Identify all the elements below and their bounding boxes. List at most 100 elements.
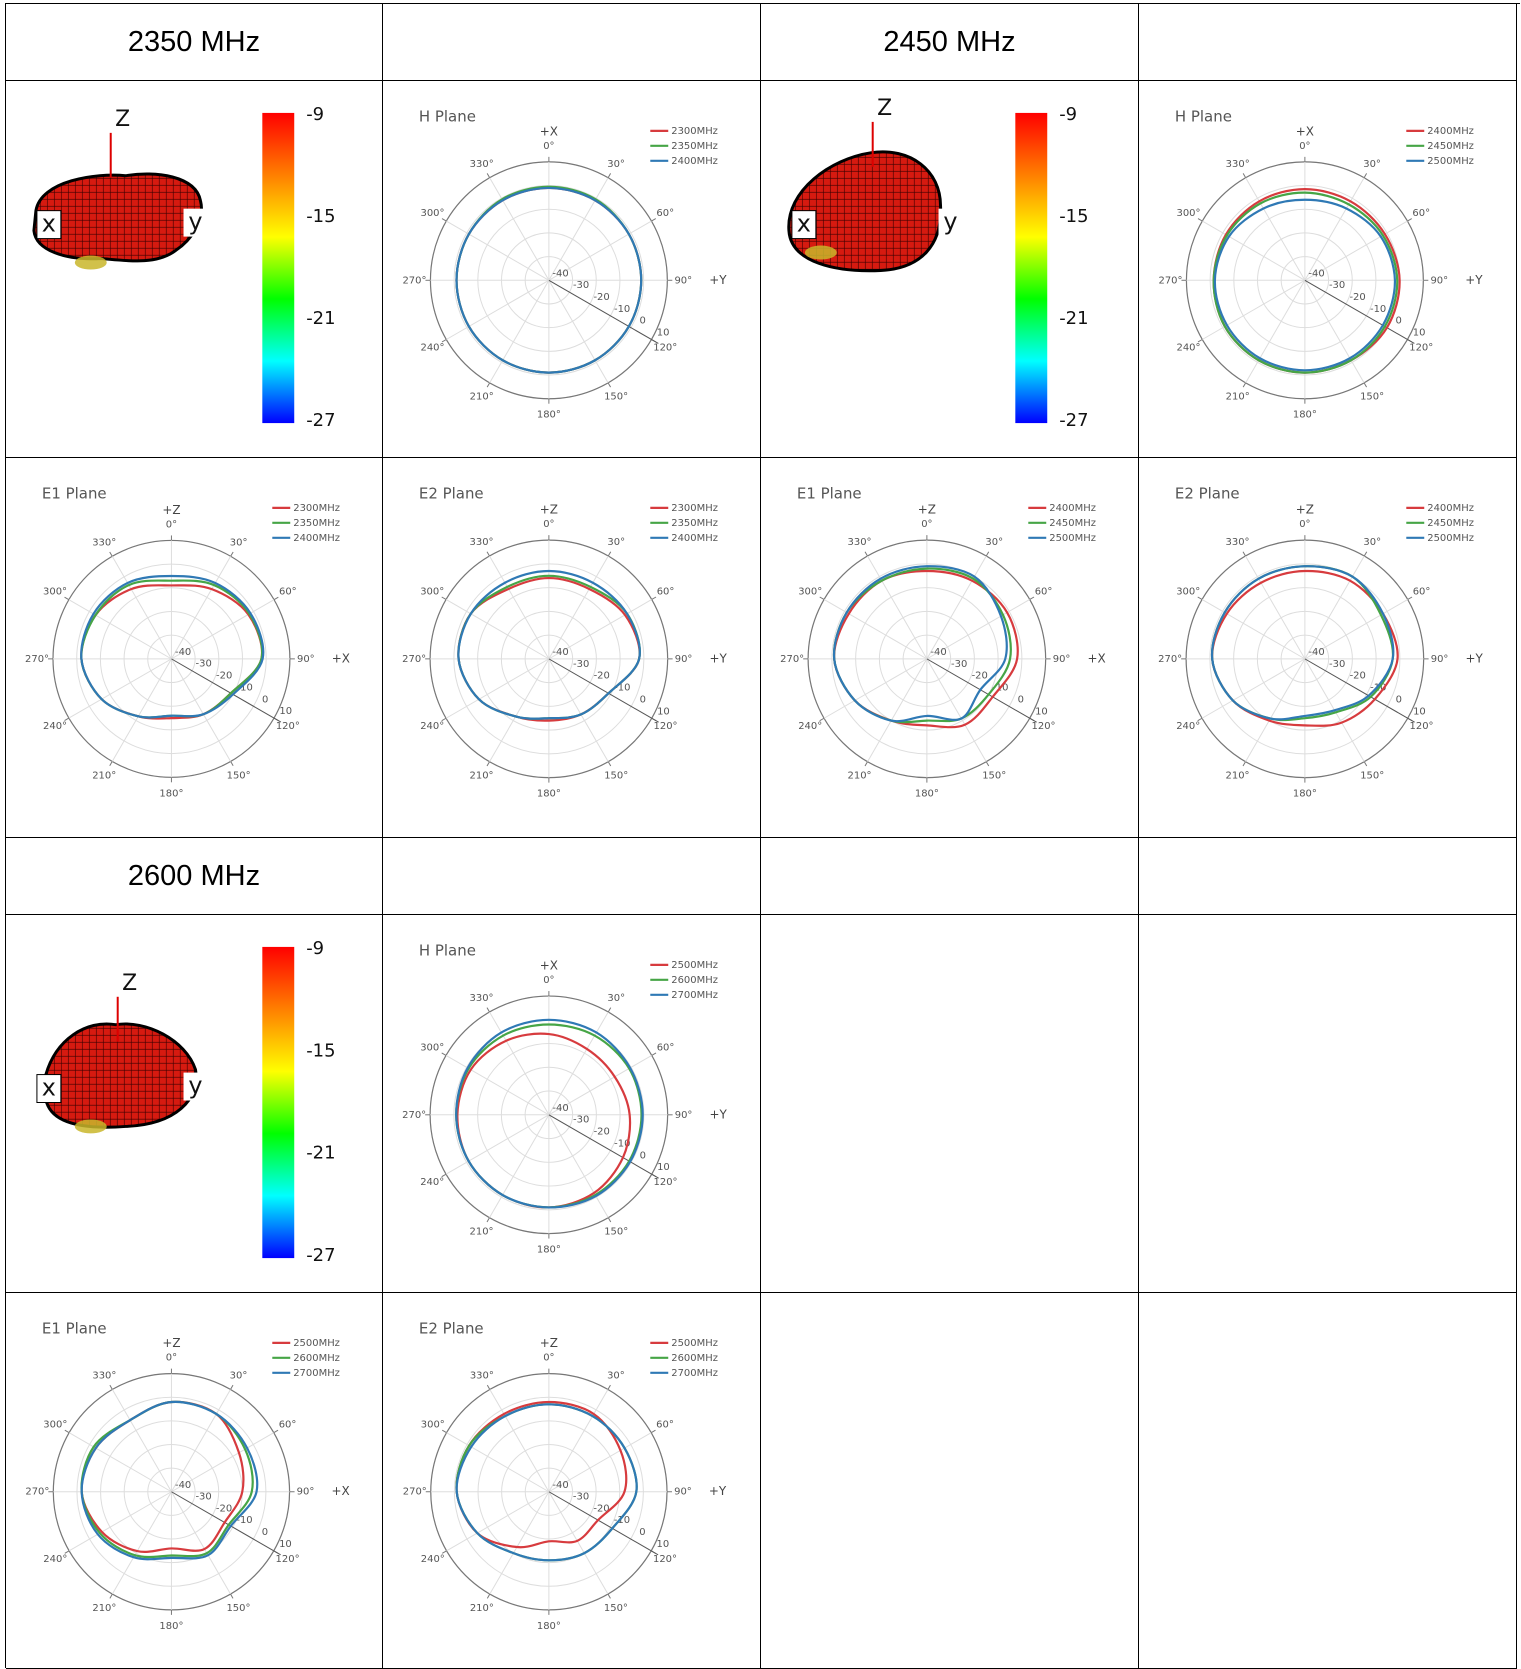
angle-label: 120° <box>653 342 677 353</box>
grid-spoke <box>548 280 609 384</box>
angle-label: 120° <box>1410 721 1434 732</box>
angle-label: 180° <box>1293 789 1317 800</box>
angle-label: 120° <box>653 1554 677 1565</box>
legend-label: 2400MHz <box>1427 503 1474 514</box>
angle-label: 330° <box>470 537 494 548</box>
radial-tick-label: -30 <box>573 1115 589 1126</box>
angle-tick <box>607 1593 611 1599</box>
header-2450: 2450 MHz <box>761 4 1139 81</box>
top-axis-label: +X <box>540 959 558 973</box>
grid-spoke <box>1304 177 1365 281</box>
radiation-blob: Zx y <box>32 107 206 270</box>
legend-label: 2500MHz <box>1049 533 1096 544</box>
angle-label: 60° <box>279 1420 297 1431</box>
radial-tick-label: -10 <box>1370 304 1386 315</box>
grid-spoke <box>171 599 275 660</box>
angle-label: 330° <box>1226 159 1250 170</box>
angle-label: 0° <box>1299 141 1310 152</box>
grid-spoke <box>1245 555 1306 660</box>
grid-spoke <box>446 1432 550 1493</box>
angle-tick <box>607 1217 612 1223</box>
right-axis-label: +Y <box>709 273 727 287</box>
angle-tick <box>273 1429 279 1434</box>
angle-tick <box>1363 382 1368 388</box>
radial-axis <box>548 1114 659 1179</box>
angle-label: 0° <box>543 519 554 530</box>
top-axis-label: +Z <box>162 1336 180 1350</box>
grid-spoke <box>489 555 550 660</box>
radial-tick-label: -10 <box>614 683 630 694</box>
radial-tick-label: -10 <box>237 682 253 693</box>
legend-label: 2600MHz <box>671 1353 718 1364</box>
radial-tick-label: -20 <box>593 1503 609 1514</box>
legend-label: 2400MHz <box>671 156 718 167</box>
angle-tick <box>607 1007 612 1013</box>
angle-tick <box>1197 339 1203 343</box>
angle-tick <box>442 1429 447 1434</box>
angle-label: 30° <box>1363 159 1381 170</box>
angle-tick <box>1363 761 1368 767</box>
angle-tick <box>1242 761 1246 767</box>
radial-tick-label: 10 <box>279 1539 292 1550</box>
radial-tick-label: -40 <box>552 647 568 658</box>
grid-spoke <box>68 1491 172 1552</box>
angle-label: 240° <box>1176 721 1200 732</box>
radial-axis <box>1304 658 1415 723</box>
grid-spoke <box>1202 220 1306 281</box>
legend-label: 2400MHz <box>1427 126 1474 137</box>
angle-tick <box>607 382 612 388</box>
colorbar <box>1015 112 1048 424</box>
colorbar-label: -15 <box>1059 206 1088 227</box>
angle-label: 30° <box>607 993 625 1004</box>
grid-spoke <box>548 599 652 660</box>
chart-title: E1 Plane <box>42 1319 107 1337</box>
grid-spoke <box>171 1389 231 1492</box>
radial-tick-label: -20 <box>216 1503 232 1514</box>
grid-spoke <box>111 556 172 660</box>
legend-label: 2600MHz <box>293 1353 340 1364</box>
header-2350-label: 2350 MHz <box>127 25 261 58</box>
radial-tick-label: 10 <box>1413 706 1426 717</box>
radial-tick-label: -10 <box>614 1138 630 1149</box>
angle-label: 60° <box>656 208 674 219</box>
angle-tick <box>109 551 113 557</box>
grid-spoke <box>489 1011 550 1116</box>
angle-tick <box>442 1550 447 1554</box>
grid-spoke <box>489 658 550 762</box>
right-axis-label: +X <box>331 1484 349 1498</box>
radial-tick-label: 10 <box>657 1162 670 1173</box>
angle-label: 180° <box>1293 410 1317 421</box>
angle-label: 90° <box>674 275 692 286</box>
colorbar-label: -21 <box>306 1143 335 1164</box>
angle-label: 300° <box>1176 587 1200 598</box>
colorbar-label: -9 <box>306 104 324 125</box>
grid-spoke <box>867 658 928 762</box>
radial-tick-label: -40 <box>552 1480 568 1491</box>
empty-cell <box>1139 4 1517 81</box>
grid-spoke <box>548 1432 652 1493</box>
empty-cell <box>761 915 1139 1293</box>
e1-plane-2450: E1 Plane 0° 30° 60° 90° 120° 150° 180° 210° 240° 2… <box>761 458 1139 838</box>
e2-plane-2350: E2 Plane 0° 30° 60° 90° 120° 150° 180° 210° 240° 2… <box>383 458 761 838</box>
chart-title: E2 Plane <box>1175 484 1240 502</box>
colorbar-label: -21 <box>306 308 335 329</box>
grid-spoke <box>171 556 232 660</box>
legend-label: 2400MHz <box>1049 503 1096 514</box>
angle-label: 60° <box>657 587 675 598</box>
empty-cell <box>1139 838 1517 915</box>
empty-cell <box>1139 1293 1517 1669</box>
series-trace <box>455 1018 644 1209</box>
radial-axis <box>926 658 1037 723</box>
angle-label: 30° <box>1363 537 1381 548</box>
angle-tick <box>486 761 490 767</box>
top-axis-label: +Z <box>540 503 558 517</box>
series-trace <box>833 569 1019 729</box>
legend-label: 2300MHz <box>671 126 718 137</box>
chart-title: E2 Plane <box>419 484 484 502</box>
grid-spoke <box>446 1491 550 1552</box>
angle-tick <box>1407 218 1413 222</box>
legend-label: 2700MHz <box>671 1368 718 1379</box>
angle-label: 210° <box>92 770 116 781</box>
grid-spoke <box>548 1114 609 1218</box>
angle-label: 240° <box>420 342 444 353</box>
